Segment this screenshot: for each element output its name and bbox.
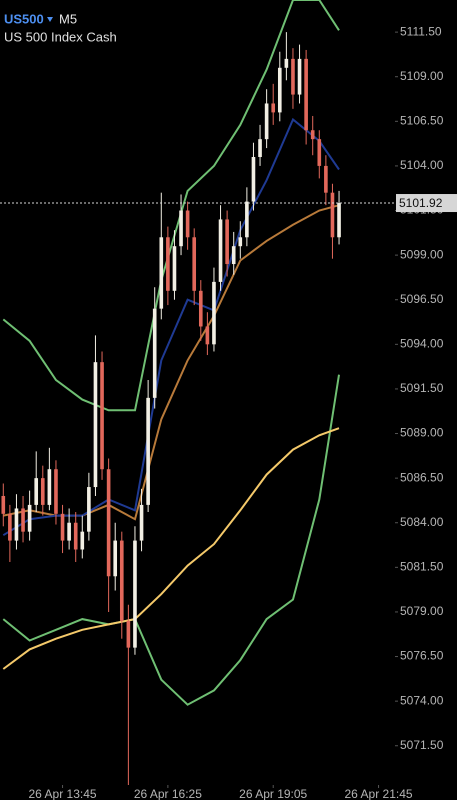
candle-body [337, 203, 341, 238]
candle-body [126, 620, 131, 648]
candle-body [258, 139, 262, 157]
candle-body [8, 513, 12, 541]
candle-body [159, 237, 164, 309]
y-tick-label: 5076.50 [400, 649, 444, 663]
candle-body [73, 522, 78, 550]
candle-body [166, 237, 170, 291]
candle-body [212, 281, 216, 345]
candle-body [304, 58, 308, 131]
dropdown-icon[interactable] [47, 17, 53, 22]
y-tick-label: 5071.50 [400, 738, 444, 752]
y-tick-label: 5094.00 [400, 337, 444, 351]
candle-body [119, 540, 124, 621]
candle-body [54, 469, 58, 514]
plot-area [1, 0, 341, 785]
candle-body [100, 362, 104, 470]
x-tick-label: 26 Apr 19:05 [239, 787, 307, 800]
indicator-line [2, 374, 340, 706]
candle-body [152, 308, 157, 398]
candle-body [264, 103, 269, 140]
candle-body [245, 201, 249, 238]
candle-body [113, 540, 118, 577]
timeframe[interactable]: M5 [59, 11, 77, 26]
candle-body [297, 58, 302, 95]
y-tick-label: 5081.50 [400, 560, 444, 574]
candle-body [291, 58, 295, 95]
y-tick-label: 5084.00 [400, 515, 444, 529]
candle-body [1, 495, 6, 514]
candle-body [106, 469, 111, 577]
candle-body [133, 540, 137, 648]
candle-body [271, 103, 276, 113]
y-tick-label: 5086.50 [400, 470, 444, 484]
x-tick-label: 26 Apr 13:45 [29, 787, 97, 800]
candle-body [60, 513, 65, 541]
last-price-tag [396, 194, 457, 213]
candle-body [139, 504, 144, 541]
symbol[interactable]: US500 [4, 11, 44, 26]
candle-body [179, 210, 183, 247]
y-tick-label: 5079.00 [400, 604, 444, 618]
description: US 500 Index Cash [4, 29, 117, 44]
candle-body [185, 210, 190, 238]
candle-body [27, 504, 32, 532]
candle-body [21, 508, 25, 532]
indicator-line [2, 427, 340, 670]
candle-body [225, 219, 229, 265]
y-tick-label: 5109.00 [400, 69, 444, 83]
candle-body [14, 508, 19, 541]
candle-body [34, 478, 39, 505]
candle-body [310, 130, 315, 140]
candle-body [231, 246, 236, 265]
candle-body [277, 67, 282, 113]
candle-body [80, 531, 85, 550]
y-tick-label: 5104.00 [400, 158, 444, 172]
x-tick-label: 26 Apr 21:45 [345, 787, 413, 800]
candle-body [47, 469, 52, 505]
candle-body [251, 157, 256, 202]
y-tick-label: 5096.50 [400, 292, 444, 306]
candle-body [330, 192, 335, 238]
y-tick-label: 5074.00 [400, 693, 444, 707]
candle-body [40, 478, 45, 505]
candle-body [67, 522, 71, 541]
indicator-line [2, 117, 340, 537]
candle-body [192, 237, 197, 291]
candle-body [317, 139, 322, 166]
candle-body [87, 487, 91, 532]
candle-body [172, 246, 177, 291]
y-tick-label: 5106.50 [400, 113, 444, 127]
candle-body [238, 237, 243, 247]
candle-body [324, 165, 328, 193]
x-tick-label: 26 Apr 16:25 [134, 787, 202, 800]
y-tick-label: 5089.00 [400, 426, 444, 440]
y-tick-label: 5091.50 [400, 381, 444, 395]
candle-body [205, 326, 210, 345]
candle-body [218, 219, 223, 282]
last-price-label: 5101.92 [399, 196, 443, 210]
y-tick-label: 5099.00 [400, 247, 444, 261]
y-tick-label: 5111.50 [400, 24, 442, 38]
candle-body [93, 362, 98, 488]
candle-body [198, 290, 203, 327]
candle-body [284, 58, 289, 68]
candle-body [146, 397, 150, 505]
